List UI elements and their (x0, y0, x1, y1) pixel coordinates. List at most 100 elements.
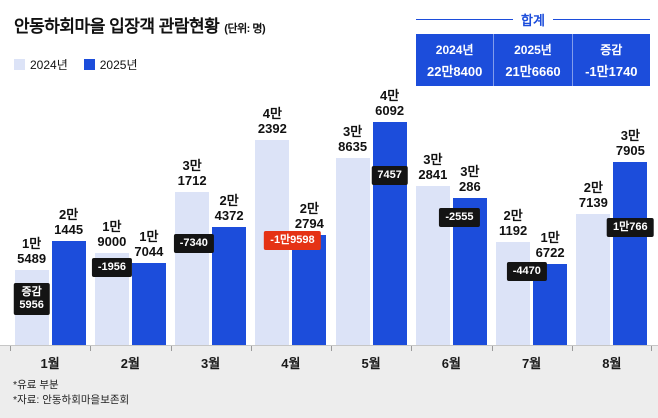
month-group-8월: 2만 7139 3만 7905 1만766 (572, 88, 654, 345)
axis-band: 1월 2월 3월 4월 5월 6월 7월 8월 *유료 부분 *자료: 안동하회마을보존회 (0, 345, 658, 418)
axis-label-2월: 2월 (90, 346, 170, 372)
legend-label-2024: 2024년 (30, 58, 68, 72)
summary-title: 합계 (521, 13, 545, 28)
summary-table: 2024년 22만8400 2025년 21만6660 증감 -1만1740 (416, 34, 650, 86)
bar-wrap-2025년-2월: 1만 7044 (131, 229, 166, 345)
month-group-7월: 2만 1192 1만 6722 -4470 (492, 88, 572, 345)
value-label-2024년-5월: 3만 8635 (338, 124, 368, 154)
bar-2024년-8월 (576, 214, 611, 345)
axis-label-8월: 8월 (571, 346, 653, 372)
bar-pair-1월: 1만 5489 2만 1445 (14, 207, 86, 345)
summary-rule-left (416, 19, 514, 20)
bar-wrap-2024년-6월: 3만 2841 (415, 152, 450, 345)
diff-badge-6월: -2555 (439, 208, 480, 227)
month-group-2월: 1만 9000 1만 7044 -1956 (90, 88, 170, 345)
bar-pair-5월: 3만 8635 4만 6092 (335, 88, 407, 345)
bar-wrap-2024년-2월: 1만 9000 (94, 219, 129, 345)
bar-pair-3월: 3만 1712 2만 4372 (175, 158, 247, 345)
footnote-paid: *유료 부분 (13, 379, 59, 391)
footnotes: *유료 부분 *자료: 안동하회마을보존회 (13, 378, 129, 408)
summary-title-row: 합계 (416, 10, 651, 29)
legend-swatch-2024 (14, 59, 25, 70)
value-label-2024년-7월: 2만 1192 (499, 208, 528, 238)
axis-label-1월: 1월 (10, 346, 90, 372)
axis-label-6월: 6월 (411, 346, 491, 372)
value-label-2025년-8월: 3만 7905 (615, 128, 645, 158)
bar-2025년-8월 (613, 162, 648, 345)
bar-pair-8월: 2만 7139 3만 7905 (576, 128, 648, 345)
bar-2025년-1월 (51, 241, 86, 345)
axis-label-3월: 3월 (170, 346, 251, 372)
diff-badge-3월: -7340 (173, 234, 214, 253)
value-label-2024년-4월: 4만 2392 (257, 106, 287, 136)
bar-wrap-2024년-5월: 3만 8635 (335, 124, 370, 345)
value-label-2025년-6월: 3만 286 (459, 164, 481, 194)
bar-2024년-3월 (175, 192, 210, 345)
diff-badge-8월: 1만766 (607, 218, 654, 237)
bar-2025년-4월 (292, 235, 327, 345)
legend-swatch-2025 (83, 59, 95, 70)
bar-wrap-2025년-7월: 1만 6722 (533, 230, 568, 345)
diff-badge-1월: 증감 5956 (13, 283, 50, 315)
bar-wrap-2024년-8월: 2만 7139 (576, 180, 611, 345)
value-label-2025년-5월: 4만 6092 (375, 88, 405, 118)
unit-note: (단위: 명) (224, 23, 266, 35)
plot-area: 1만 5489 2만 1445 증감 5956 1만 9000 1만 7044 -1956 3만 171… (10, 88, 654, 345)
summary-label-2025: 2025년 (514, 42, 552, 57)
axis-label-5월: 5월 (331, 346, 411, 372)
month-labels: 1월 2월 3월 4월 5월 6월 7월 8월 (10, 346, 653, 372)
value-label-2025년-3월: 2만 4372 (214, 193, 244, 223)
bar-2024년-5월 (335, 158, 370, 345)
value-label-2024년-8월: 2만 7139 (578, 180, 608, 210)
bar-pair-6월: 3만 2841 3만 286 (415, 152, 487, 345)
value-label-2025년-4월: 2만 2794 (294, 201, 324, 231)
value-label-2024년-2월: 1만 9000 (97, 219, 127, 249)
value-label-2024년-3월: 3만 1712 (177, 158, 207, 188)
legend-item-2025: 2025년 (83, 56, 138, 73)
diff-badge-2월: -1956 (91, 258, 132, 277)
month-group-6월: 3만 2841 3만 286 -2555 (411, 88, 491, 345)
value-label-2024년-6월: 3만 2841 (418, 152, 448, 182)
chart-title: 안동하회마을 입장객 관람현황 (14, 17, 220, 36)
value-label-2024년-1월: 1만 5489 (17, 236, 47, 266)
page-title: 안동하회마을 입장객 관람현황 (단위: 명) (14, 12, 266, 37)
diff-badge-7월: -4470 (506, 262, 547, 281)
bar-wrap-2025년-3월: 2만 4372 (212, 193, 247, 345)
bar-2025년-5월 (372, 122, 407, 345)
diff-badge-4월: -1만9598 (264, 231, 321, 250)
bar-wrap-2024년-7월: 2만 1192 (496, 208, 531, 345)
bar-pair-2월: 1만 9000 1만 7044 (94, 219, 166, 345)
legend: 2024년 2025년 (14, 56, 138, 73)
value-label-2025년-1월: 2만 1445 (54, 207, 84, 237)
value-label-2025년-7월: 1만 6722 (535, 230, 565, 260)
summary-value-2025: 21만6660 (505, 63, 561, 79)
bar-wrap-2025년-5월: 4만 6092 (372, 88, 407, 345)
value-label-2025년-2월: 1만 7044 (134, 229, 164, 259)
bar-2025년-3월 (212, 227, 247, 345)
legend-item-2024: 2024년 (14, 56, 68, 73)
bar-wrap-2024년-4월: 4만 2392 (255, 106, 290, 345)
summary-value-diff: -1만1740 (585, 63, 638, 79)
month-group-4월: 4만 2392 2만 2794 -1만9598 (251, 88, 331, 345)
bar-wrap-2025년-4월: 2만 2794 (292, 201, 327, 345)
summary-cell-2025: 2025년 21만6660 (493, 34, 571, 86)
summary-rule-right (552, 19, 651, 20)
month-group-1월: 1만 5489 2만 1445 증감 5956 (10, 88, 90, 345)
footnote-source: *자료: 안동하회마을보존회 (13, 394, 130, 406)
bar-wrap-2025년-1월: 2만 1445 (51, 207, 86, 345)
summary-panel: 합계 2024년 22만8400 2025년 21만6660 증감 -1만174… (416, 10, 651, 86)
month-group-3월: 3만 1712 2만 4372 -7340 (171, 88, 251, 345)
summary-cell-diff: 증감 -1만1740 (571, 34, 650, 86)
diff-badge-5월: 7457 (371, 166, 408, 185)
bar-2024년-7월 (496, 242, 531, 345)
bar-2025년-2월 (131, 263, 166, 345)
summary-cell-2024: 2024년 22만8400 (416, 34, 493, 86)
bar-wrap-2024년-3월: 3만 1712 (175, 158, 210, 345)
bar-wrap-2025년-6월: 3만 286 (452, 164, 487, 345)
summary-label-2024: 2024년 (435, 42, 474, 57)
summary-label-diff: 증감 (600, 42, 623, 57)
axis-label-4월: 4월 (250, 346, 331, 372)
legend-label-2025: 2025년 (99, 58, 138, 72)
month-group-5월: 3만 8635 4만 6092 7457 (331, 88, 411, 345)
bar-wrap-2025년-8월: 3만 7905 (613, 128, 648, 345)
